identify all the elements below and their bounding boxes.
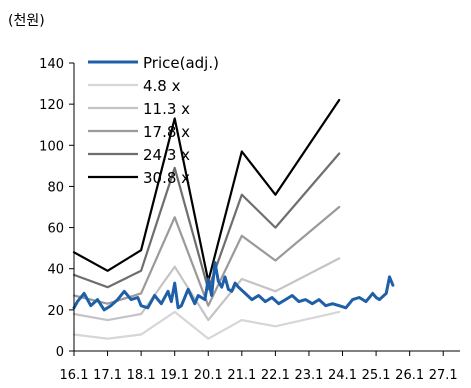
y-tick-label: 100 bbox=[39, 139, 64, 154]
x-tick-label: 26.1 bbox=[395, 368, 424, 383]
axes: 0 20 40 60 80 100 120 140 16.1 17.1 18.1 19.1 20.1 21… bbox=[39, 57, 460, 383]
y-tick-label: 120 bbox=[39, 98, 64, 113]
legend-label: Price(adj.) bbox=[143, 54, 219, 72]
x-tick-label: 27.1 bbox=[429, 368, 458, 383]
series-line bbox=[72, 310, 341, 340]
series-line bbox=[72, 152, 341, 291]
x-tick-label: 17.1 bbox=[93, 368, 122, 383]
legend-label: 11.3 x bbox=[143, 100, 190, 118]
y-tick-label: 140 bbox=[39, 57, 64, 72]
x-tick-label: 24.1 bbox=[328, 368, 357, 383]
x-tick-label: 23.1 bbox=[294, 368, 323, 383]
x-tick-label: 18.1 bbox=[127, 368, 156, 383]
x-tick-label: 25.1 bbox=[362, 368, 391, 383]
legend-label: 24.3 x bbox=[143, 146, 190, 164]
y-tick-label: 20 bbox=[47, 304, 64, 319]
y-tick-label: 80 bbox=[47, 180, 64, 195]
series-lines bbox=[72, 98, 395, 340]
legend-label: 30.8 x bbox=[143, 169, 190, 187]
series-line bbox=[72, 261, 395, 312]
unit-label: (천원) bbox=[8, 13, 45, 29]
y-tick-label: 40 bbox=[47, 263, 64, 278]
x-tick-label: 20.1 bbox=[194, 368, 223, 383]
x-tick-label: 16.1 bbox=[60, 368, 89, 383]
y-tick-label: 0 bbox=[56, 345, 64, 360]
series-line bbox=[72, 98, 341, 283]
y-tick-label: 60 bbox=[47, 222, 64, 237]
x-tick-label: 21.1 bbox=[227, 368, 256, 383]
legend-label: 17.8 x bbox=[143, 123, 190, 141]
legend-label: 4.8 x bbox=[143, 77, 181, 95]
legend: Price(adj.) 4.8 x 11.3 x 17.8 x 24.3 x 30.8 x bbox=[88, 54, 219, 187]
x-tick-label: 19.1 bbox=[160, 368, 189, 383]
x-tick-label: 22.1 bbox=[261, 368, 290, 383]
